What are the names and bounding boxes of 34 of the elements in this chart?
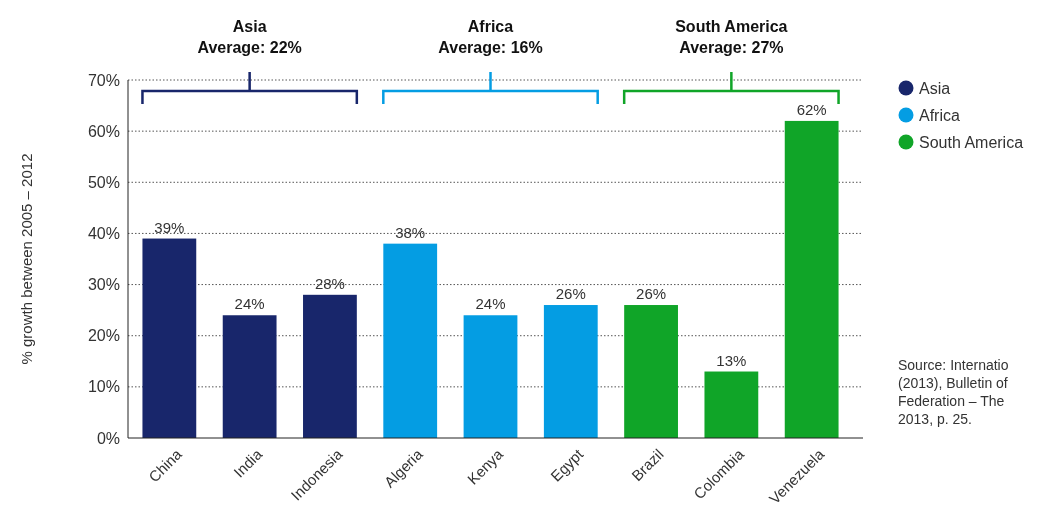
text: Asia Average: 22% xyxy=(197,18,302,56)
bar xyxy=(784,120,839,438)
text: Africa Average: 16% xyxy=(438,18,543,56)
data-label: 24% xyxy=(234,295,265,313)
data-label: 28% xyxy=(314,274,345,292)
data-label: 38% xyxy=(395,223,426,241)
legend-label: Africa xyxy=(919,106,960,124)
y-tick-label: 60% xyxy=(87,122,120,140)
legend-label: Asia xyxy=(919,79,951,97)
text: South America Average: 27% xyxy=(675,18,788,56)
data-label: 24% xyxy=(475,295,506,313)
bar xyxy=(383,243,438,438)
bar xyxy=(463,315,518,438)
bar xyxy=(222,315,277,438)
data-label: 62% xyxy=(796,100,827,118)
bar xyxy=(142,238,197,438)
y-tick-label: 40% xyxy=(87,225,120,243)
legend-label: South America xyxy=(919,133,1024,151)
bar xyxy=(543,305,598,438)
source-note: Source: Internatio (2013), Bulletin of Federation – The 2013, p. 25. xyxy=(898,357,1009,427)
y-tick-label: 10% xyxy=(87,378,120,396)
data-label: 13% xyxy=(716,351,747,369)
bar xyxy=(704,371,759,438)
y-tick-label: 50% xyxy=(87,173,120,191)
y-tick-label: 30% xyxy=(87,276,120,294)
y-tick-label: 0% xyxy=(96,429,120,447)
data-label: 39% xyxy=(154,218,185,236)
data-label: 26% xyxy=(555,285,586,303)
y-tick-label: 20% xyxy=(87,327,120,345)
y-axis-title: % growth between 2005 – 2012 xyxy=(18,153,35,365)
bar xyxy=(303,294,357,438)
data-label: 26% xyxy=(636,285,667,303)
y-tick-label: 70% xyxy=(87,71,120,89)
bar xyxy=(624,305,678,438)
